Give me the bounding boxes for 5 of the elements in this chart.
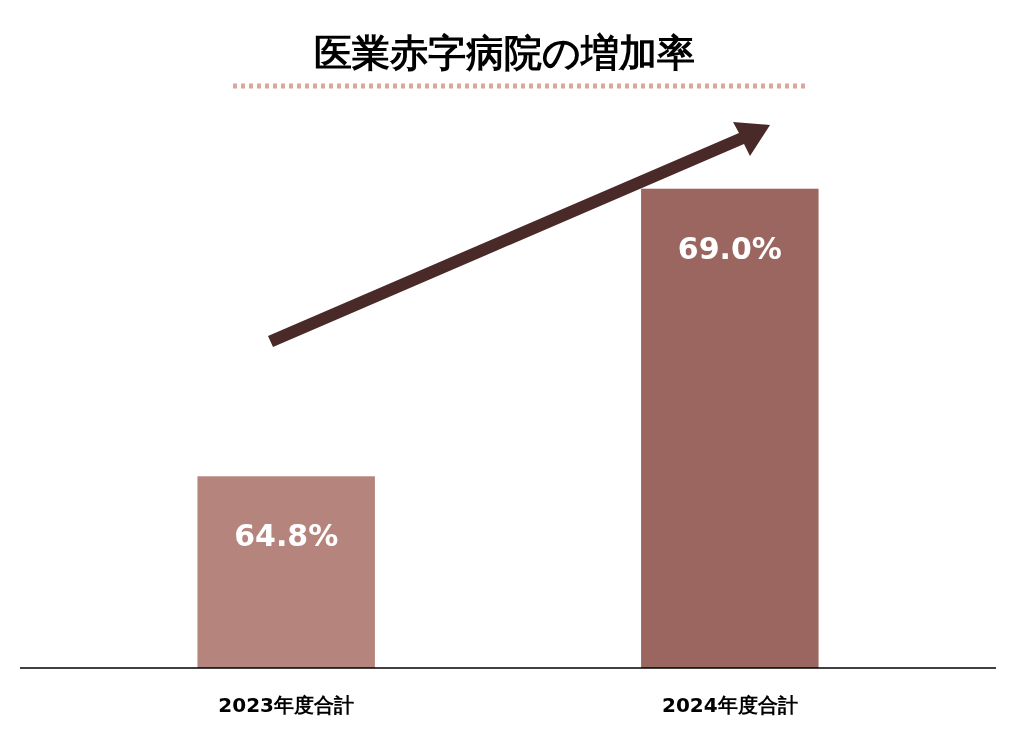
data-label: 64.8% <box>234 518 339 554</box>
x-tick-label: 2024年度合計 <box>661 693 798 717</box>
x-tick-label: 2023年度合計 <box>218 693 355 717</box>
data-label: 69.0% <box>677 230 782 266</box>
chart-title: 医業赤字病院の増加率 <box>313 31 695 75</box>
